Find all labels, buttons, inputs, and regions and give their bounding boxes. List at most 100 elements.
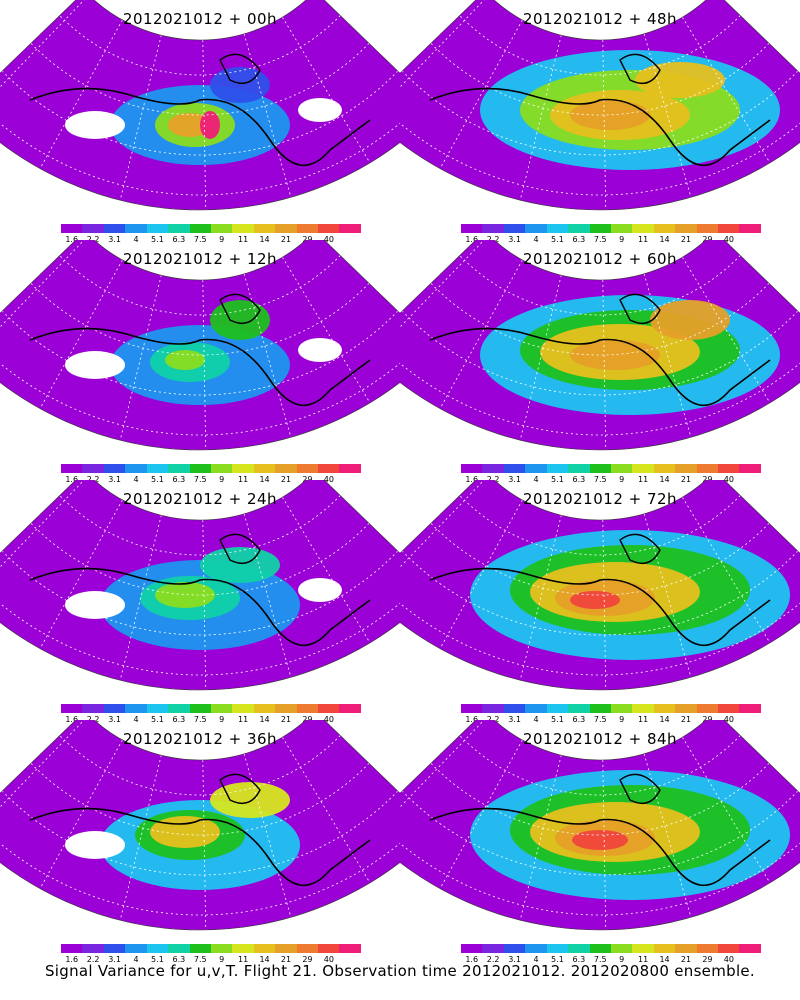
colorbar-swatch <box>146 224 169 233</box>
graticule-line <box>439 259 523 409</box>
colorbar-swatch <box>653 464 676 473</box>
colorbar-swatch <box>82 704 104 713</box>
colorbar-swatch <box>253 224 276 233</box>
variance-contour <box>210 782 290 818</box>
colorbar-tick-label: 21 <box>280 715 292 724</box>
colorbar-swatch <box>461 464 483 473</box>
figure-caption: Signal Variance for u,v,T. Flight 21. Ob… <box>44 962 756 980</box>
graticule-line <box>643 753 692 918</box>
colorbar-tick-label: 9 <box>619 955 625 964</box>
colorbar-swatch <box>125 704 147 713</box>
colorbar-tick-label: 3.1 <box>508 955 521 964</box>
graticule-line <box>0 818 400 916</box>
coastline <box>219 533 261 564</box>
map-border <box>400 0 800 211</box>
colorbar-swatch <box>275 464 297 473</box>
graticule-line <box>39 739 123 889</box>
panel-00h: 2012021012 + 00h 1.62.23.145.16.37.59111… <box>0 0 400 250</box>
colorbar-swatch <box>103 704 126 713</box>
colorbar-tick-label: 9 <box>219 235 225 244</box>
colorbar-tick-label: 11 <box>238 715 249 724</box>
variance-contour <box>650 300 730 340</box>
variance-contour <box>210 67 270 103</box>
colorbar-swatch <box>632 464 654 473</box>
colorbar <box>61 464 361 473</box>
panel-48h: 2012021012 + 48h 1.62.23.145.16.37.59111… <box>400 0 800 250</box>
graticule-line <box>0 0 90 118</box>
graticule-line <box>400 338 800 436</box>
coastline <box>429 327 771 406</box>
coastline <box>219 53 261 84</box>
colorbar-tick-label: 7.5 <box>593 955 607 964</box>
colorbar-tick-label: 3.1 <box>508 475 521 484</box>
coastline <box>619 533 661 564</box>
colorbar-tick-label: 14 <box>659 235 670 244</box>
colorbar-tick-label: 21 <box>280 955 292 964</box>
graticule-line <box>59 255 341 316</box>
colorbar-swatch <box>675 944 697 953</box>
coastline <box>619 53 661 84</box>
graticule-line <box>119 35 162 201</box>
colorbar-tick-label: 40 <box>723 715 734 724</box>
graticule-line <box>243 33 292 198</box>
graticule-line <box>0 338 400 436</box>
graticule-line <box>282 496 371 644</box>
colorbar-swatch <box>275 224 297 233</box>
colorbar <box>461 944 761 953</box>
variance-contour <box>210 300 270 340</box>
coastline <box>619 773 661 804</box>
colorbar-tick-label: 9 <box>619 235 625 244</box>
colorbar-swatch <box>296 944 319 953</box>
colorbar-tick-label: 4 <box>533 235 539 244</box>
graticule-line <box>400 240 490 358</box>
map-border <box>0 480 400 691</box>
colorbar-tick-label: 3.1 <box>108 235 121 244</box>
coastline <box>29 327 371 406</box>
colorbar-tick-label: 11 <box>638 715 649 724</box>
missing-data-region <box>65 831 125 859</box>
graticule-line <box>202 519 207 690</box>
coastline <box>29 807 371 886</box>
colorbar-tick-label: 4 <box>533 475 539 484</box>
graticule-line <box>202 39 207 210</box>
panel-60h: 2012021012 + 60h 1.62.23.145.16.37.59111… <box>400 240 800 490</box>
coastline <box>429 567 771 646</box>
graticule-line <box>243 273 292 438</box>
colorbar-tick-label: 9 <box>619 715 625 724</box>
graticule-line <box>602 759 607 930</box>
colorbar-swatch <box>525 224 547 233</box>
graticule-line <box>401 550 799 636</box>
colorbar-tick-label: 5.1 <box>151 955 164 964</box>
graticule-line <box>519 515 562 681</box>
colorbar-tick-label: 6.3 <box>172 715 186 724</box>
colorbar-swatch <box>482 224 504 233</box>
colorbar-swatch <box>632 224 654 233</box>
colorbar-tick-label: 14 <box>659 955 670 964</box>
colorbar-tick-label: 5.1 <box>551 955 564 964</box>
coastline <box>219 293 261 324</box>
colorbar-swatch <box>739 704 761 713</box>
colorbar-swatch <box>610 224 633 233</box>
colorbar-tick-label: 7.5 <box>193 475 207 484</box>
graticule-line <box>602 519 607 690</box>
graticule-line <box>39 499 123 649</box>
graticule-line <box>400 480 490 598</box>
colorbar-tick-label: 5.1 <box>551 475 564 484</box>
map-border <box>0 240 400 451</box>
graticule-line <box>643 273 692 438</box>
map-plot <box>400 720 800 931</box>
colorbar-tick-label: 21 <box>680 955 692 964</box>
colorbar-swatch <box>253 464 276 473</box>
colorbar-tick-label: 3.1 <box>508 235 521 244</box>
colorbar-swatch <box>168 944 190 953</box>
map-plot <box>400 240 800 451</box>
graticule-line <box>459 735 741 796</box>
variance-contour <box>165 350 205 370</box>
colorbar-tick-label: 5.1 <box>151 475 164 484</box>
colorbar-swatch <box>61 224 83 233</box>
colorbar-swatch <box>339 944 361 953</box>
colorbar-swatch <box>210 224 233 233</box>
panel-84h: 2012021012 + 84h 1.6 2.2 3.1 4 5.1 6.3 7.5 9 11 1… <box>400 720 800 970</box>
map-plot <box>0 0 400 211</box>
variance-contour <box>200 111 220 139</box>
